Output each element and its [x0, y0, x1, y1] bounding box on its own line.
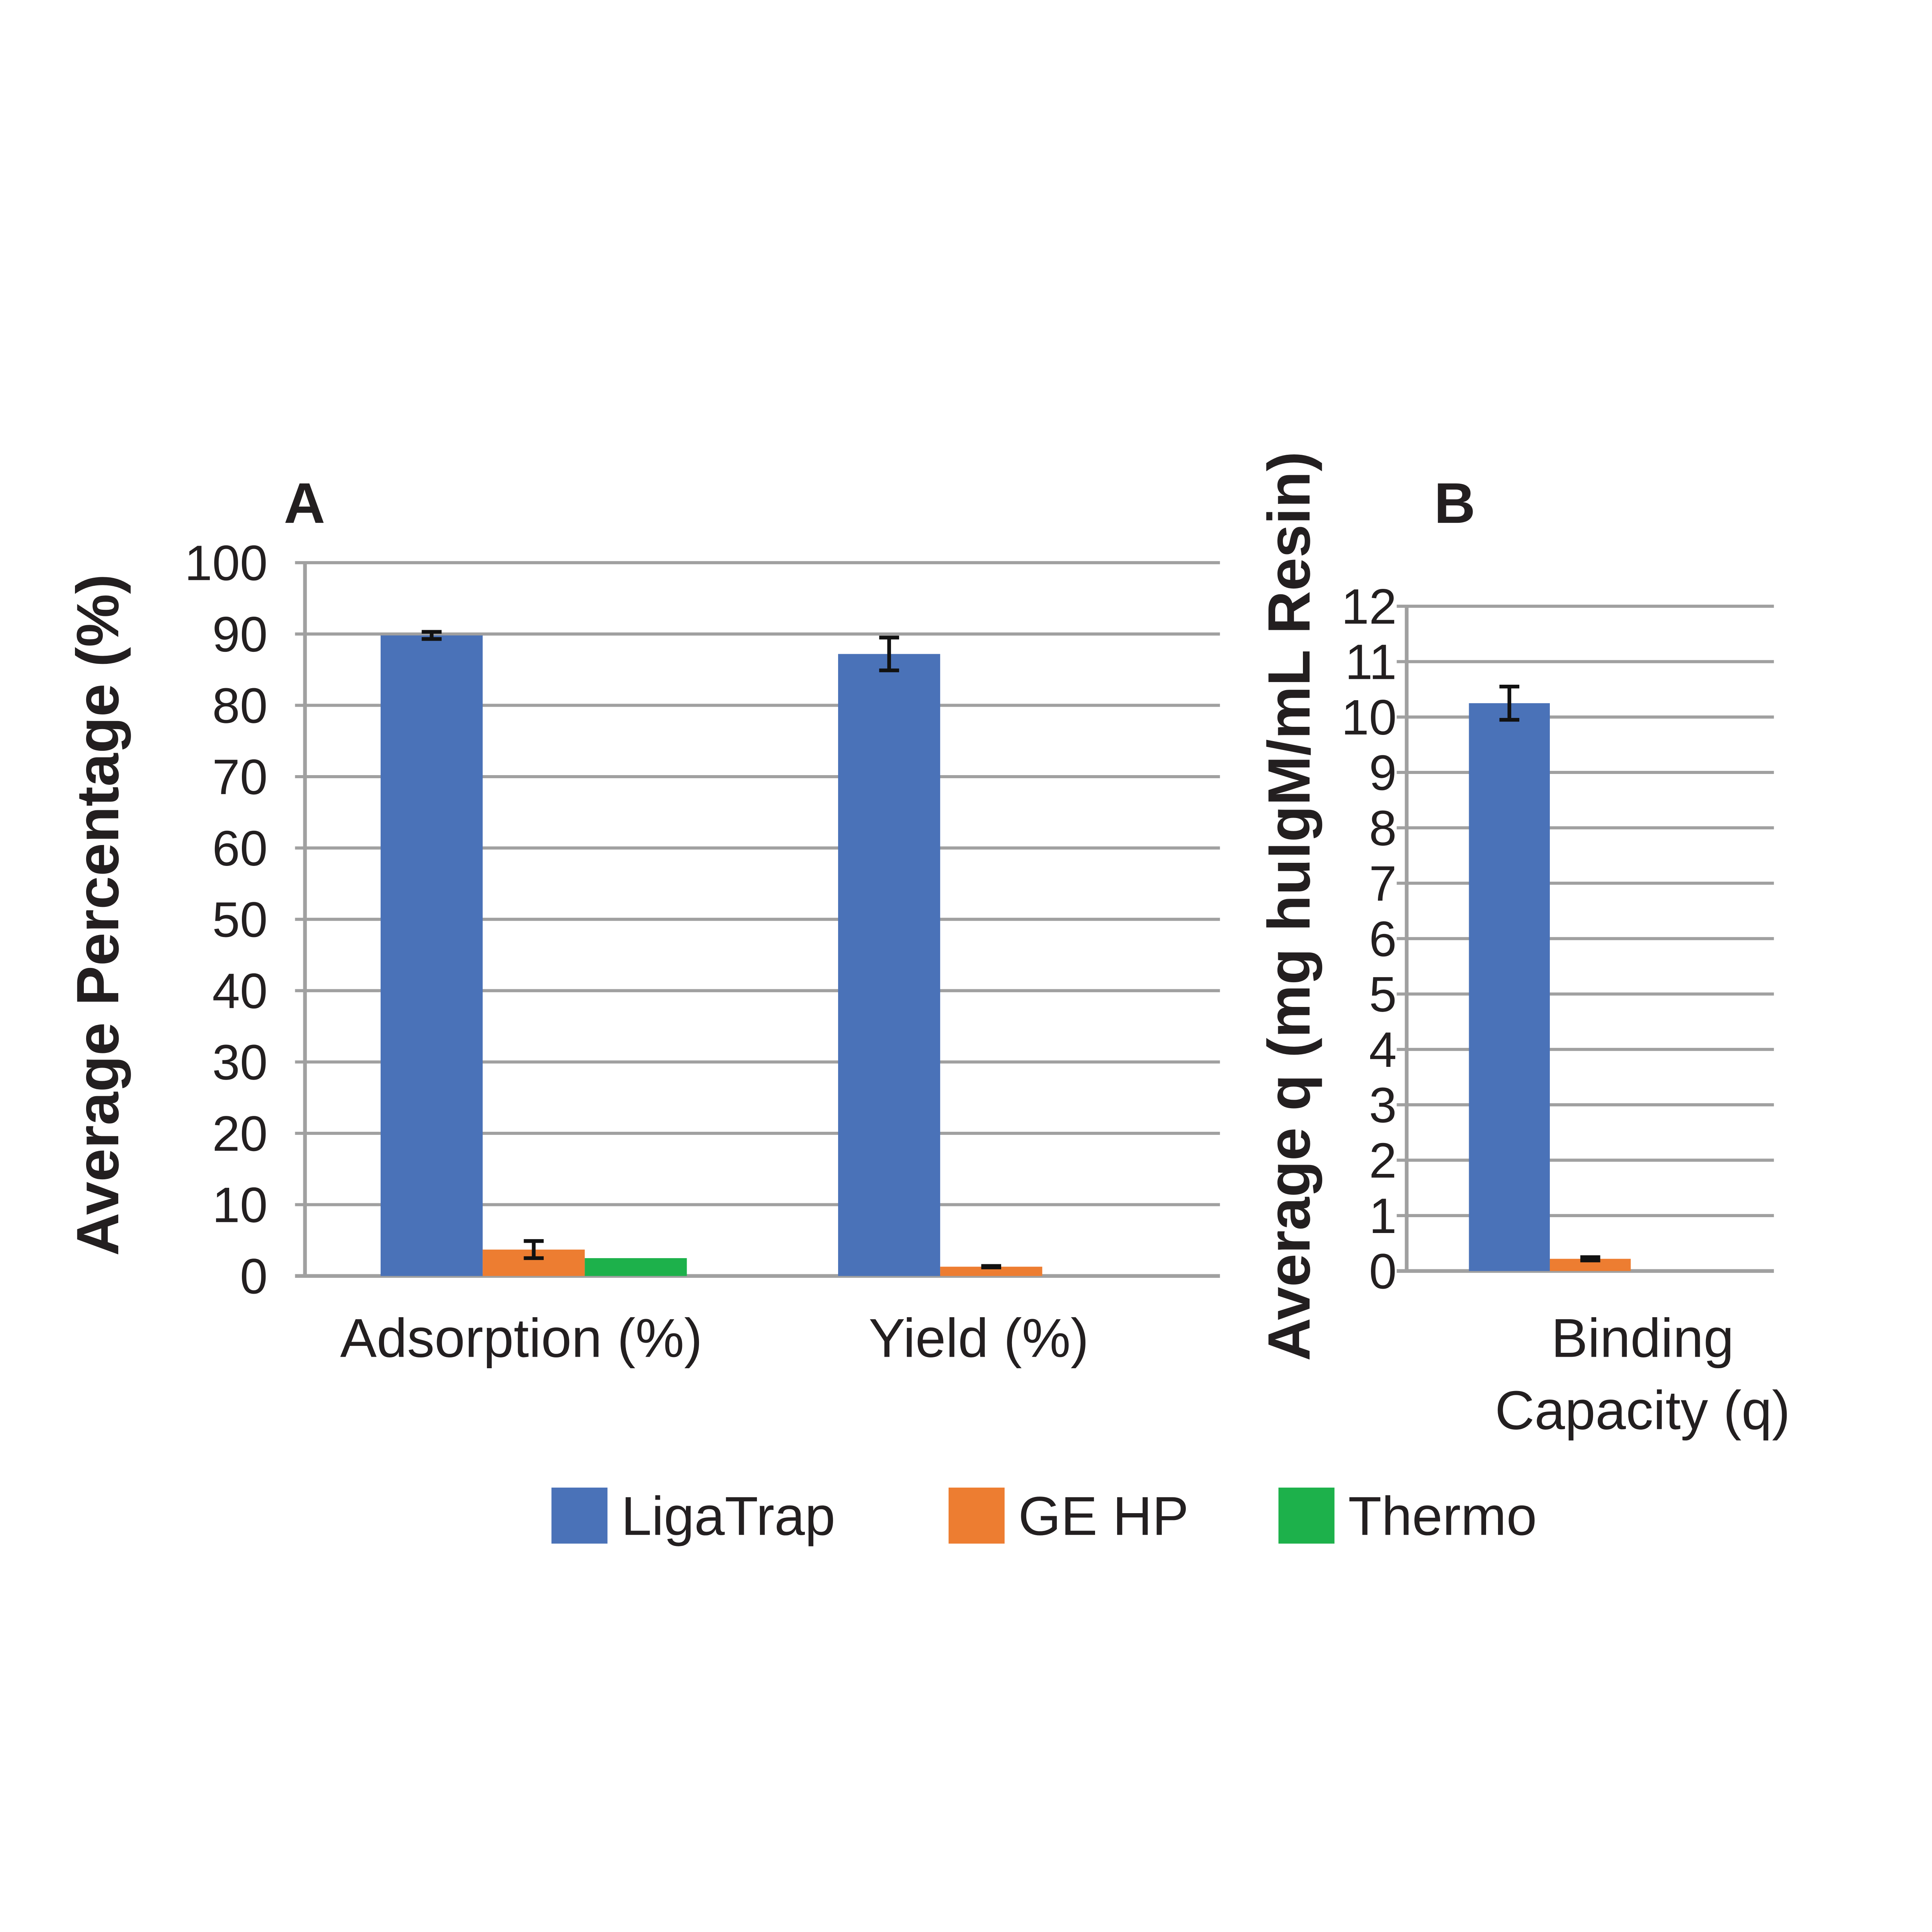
x-category-label: Yield (%): [869, 1308, 1089, 1369]
legend-label: GE HP: [1018, 1486, 1189, 1547]
x-category-label: Adsorption (%): [340, 1308, 702, 1369]
legend-swatch: [1278, 1487, 1335, 1544]
y-tick-label: 80: [212, 678, 267, 733]
x-category-label: Binding: [1551, 1308, 1734, 1369]
legend: LigaTrap GE HP Thermo: [551, 1486, 1537, 1547]
bar-ligatrap: [838, 654, 940, 1276]
y-tick-label: 10: [1341, 690, 1396, 745]
y-tick-label: 0: [1369, 1243, 1397, 1299]
bar-ge-hp: [940, 1267, 1043, 1276]
y-tick-label: 30: [212, 1034, 267, 1090]
y-tick-label: 7: [1369, 856, 1397, 912]
y-tick-label: 3: [1369, 1077, 1397, 1133]
y-tick-label: 6: [1369, 911, 1397, 967]
y-tick-label: 0: [240, 1248, 268, 1304]
bar-ligatrap: [1469, 703, 1550, 1271]
y-axis-title: Average q (mg huIgM/mL Resin): [1255, 451, 1322, 1361]
y-tick-label: 90: [212, 607, 267, 662]
y-tick-label: 11: [1345, 634, 1397, 690]
chart-a: 0 10 20 30 40 50 60 70 80 90 100 Average Percentage…: [64, 471, 1220, 1369]
y-tick-label: 10: [212, 1177, 267, 1233]
y-tick-label: 2: [1369, 1133, 1397, 1189]
y-tick-label: 12: [1341, 579, 1396, 634]
y-tick-label: 4: [1369, 1022, 1397, 1078]
legend-label: Thermo: [1348, 1486, 1537, 1547]
bar-ligatrap: [381, 635, 483, 1276]
legend-label: LigaTrap: [621, 1486, 835, 1547]
y-tick-label: 60: [212, 821, 267, 876]
y-tick-label: 50: [212, 892, 267, 947]
y-tick-label: 5: [1369, 967, 1397, 1022]
y-tick-label: 100: [185, 535, 268, 591]
y-tick-label: 9: [1369, 745, 1397, 801]
y-tick-label: 1: [1369, 1188, 1397, 1244]
bar-thermo: [585, 1258, 687, 1276]
panel-label: B: [1434, 471, 1475, 535]
y-tick-label: 20: [212, 1106, 267, 1162]
y-axis-title: Average Percentage (%): [64, 574, 131, 1256]
legend-swatch: [551, 1487, 608, 1544]
y-tick-label: 70: [212, 749, 267, 805]
panel-label: A: [284, 471, 325, 535]
y-tick-label: 40: [212, 963, 267, 1019]
legend-swatch: [948, 1487, 1005, 1544]
x-category-label: Capacity (q): [1495, 1380, 1790, 1441]
y-tick-label: 8: [1369, 801, 1397, 856]
